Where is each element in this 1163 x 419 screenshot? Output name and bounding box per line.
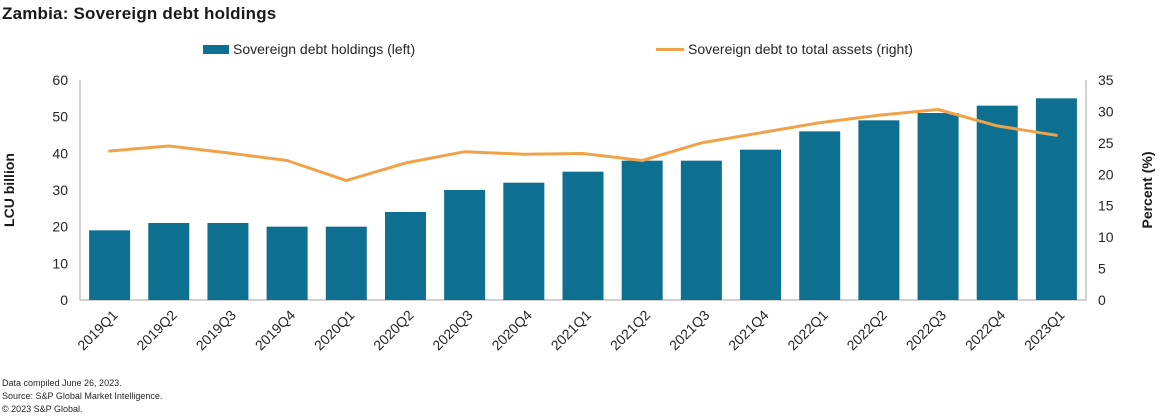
left-axis-tick-label: 30 xyxy=(52,182,68,198)
legend-item-line: Sovereign debt to total assets (right) xyxy=(656,41,913,57)
x-axis-tick-label: 2022Q3 xyxy=(903,307,950,354)
bar-2021Q1 xyxy=(562,171,604,300)
right-axis-tick-label: 20 xyxy=(1098,166,1114,182)
bar-2019Q4 xyxy=(266,226,308,300)
bar-2022Q2 xyxy=(858,120,900,300)
line-series-path xyxy=(108,108,1058,183)
x-axis-tick-label: 2021Q2 xyxy=(607,307,654,354)
x-axis-tick-label: 2022Q4 xyxy=(962,307,1009,354)
x-axis-tick-label: 2019Q2 xyxy=(133,307,180,354)
bar-2021Q3 xyxy=(680,160,722,300)
line-series-swatch-icon xyxy=(656,47,684,51)
footnote-compiled: Data compiled June 26, 2023. xyxy=(2,378,122,388)
bar-2020Q4 xyxy=(503,182,545,300)
x-axis-tick-label: 2020Q2 xyxy=(370,307,417,354)
x-axis-tick-label: 2019Q3 xyxy=(193,307,240,354)
x-axis-tick-label: 2021Q3 xyxy=(666,307,713,354)
x-axis-tick-label: 2019Q4 xyxy=(252,307,299,354)
legend-item-bars: Sovereign debt holdings (left) xyxy=(203,41,415,57)
bar-2020Q1 xyxy=(325,226,367,300)
right-axis-tick-label: 10 xyxy=(1098,229,1114,245)
bar-2020Q2 xyxy=(384,212,426,300)
legend-label-line: Sovereign debt to total assets (right) xyxy=(688,41,913,57)
bar-2020Q3 xyxy=(444,190,486,300)
right-axis-tick-label: 5 xyxy=(1098,261,1106,277)
legend-label-bars: Sovereign debt holdings (left) xyxy=(233,41,416,57)
footnote-copyright: © 2023 S&P Global. xyxy=(2,404,83,414)
bar-2019Q1 xyxy=(89,230,131,300)
x-axis-tick-label: 2020Q3 xyxy=(429,307,476,354)
x-axis-tick-label: 2022Q2 xyxy=(843,307,890,354)
x-axis-tick-label: 2021Q1 xyxy=(548,307,595,354)
footnote-source: Source: S&P Global Market Intelligence. xyxy=(2,391,163,401)
chart-legend: Sovereign debt holdings (left) Sovereign… xyxy=(0,41,1163,61)
left-axis-tick-label: 40 xyxy=(52,145,68,161)
right-axis-tick-label: 35 xyxy=(1098,72,1114,88)
x-axis-tick-label: 2019Q1 xyxy=(74,307,121,354)
left-axis-title: LCU billion xyxy=(1,153,17,227)
right-axis-tick-label: 15 xyxy=(1098,198,1114,214)
x-axis-tick-label: 2023Q1 xyxy=(1021,307,1068,354)
chart-footnotes: Data compiled June 26, 2023. Source: S&P… xyxy=(2,377,162,416)
bar-2019Q2 xyxy=(148,223,190,300)
left-axis-tick-label: 20 xyxy=(52,219,68,235)
bar-2023Q1 xyxy=(1035,98,1077,300)
chart-title: Zambia: Sovereign debt holdings xyxy=(2,4,277,23)
left-axis-tick-label: 50 xyxy=(52,109,68,125)
bar-2022Q1 xyxy=(799,131,841,300)
chart-plot-area: 0 10 20 30 40 50 60 0 5 10 15 20 25 30 35 LCU billion Pe… xyxy=(1,72,1155,354)
x-axis-tick-label: 2020Q1 xyxy=(311,307,358,354)
bar-2021Q4 xyxy=(740,149,782,300)
x-axis-tick-label: 2020Q4 xyxy=(488,307,535,354)
x-axis-tick-label: 2021Q4 xyxy=(725,307,772,354)
right-axis-tick-label: 25 xyxy=(1098,135,1114,151)
bar-series-swatch-icon xyxy=(203,44,229,54)
left-axis-tick-label: 0 xyxy=(60,292,68,308)
bar-2021Q2 xyxy=(621,160,663,300)
right-axis-tick-label: 30 xyxy=(1098,103,1114,119)
right-axis-tick-label: 0 xyxy=(1098,292,1106,308)
bar-2022Q4 xyxy=(976,105,1018,300)
bar-2022Q3 xyxy=(917,113,959,300)
x-axis-tick-label: 2022Q1 xyxy=(784,307,831,354)
left-axis-tick-label: 10 xyxy=(52,255,68,271)
right-axis-title: Percent (%) xyxy=(1139,151,1155,228)
left-axis-tick-label: 60 xyxy=(52,72,68,88)
bar-2019Q3 xyxy=(207,223,249,300)
